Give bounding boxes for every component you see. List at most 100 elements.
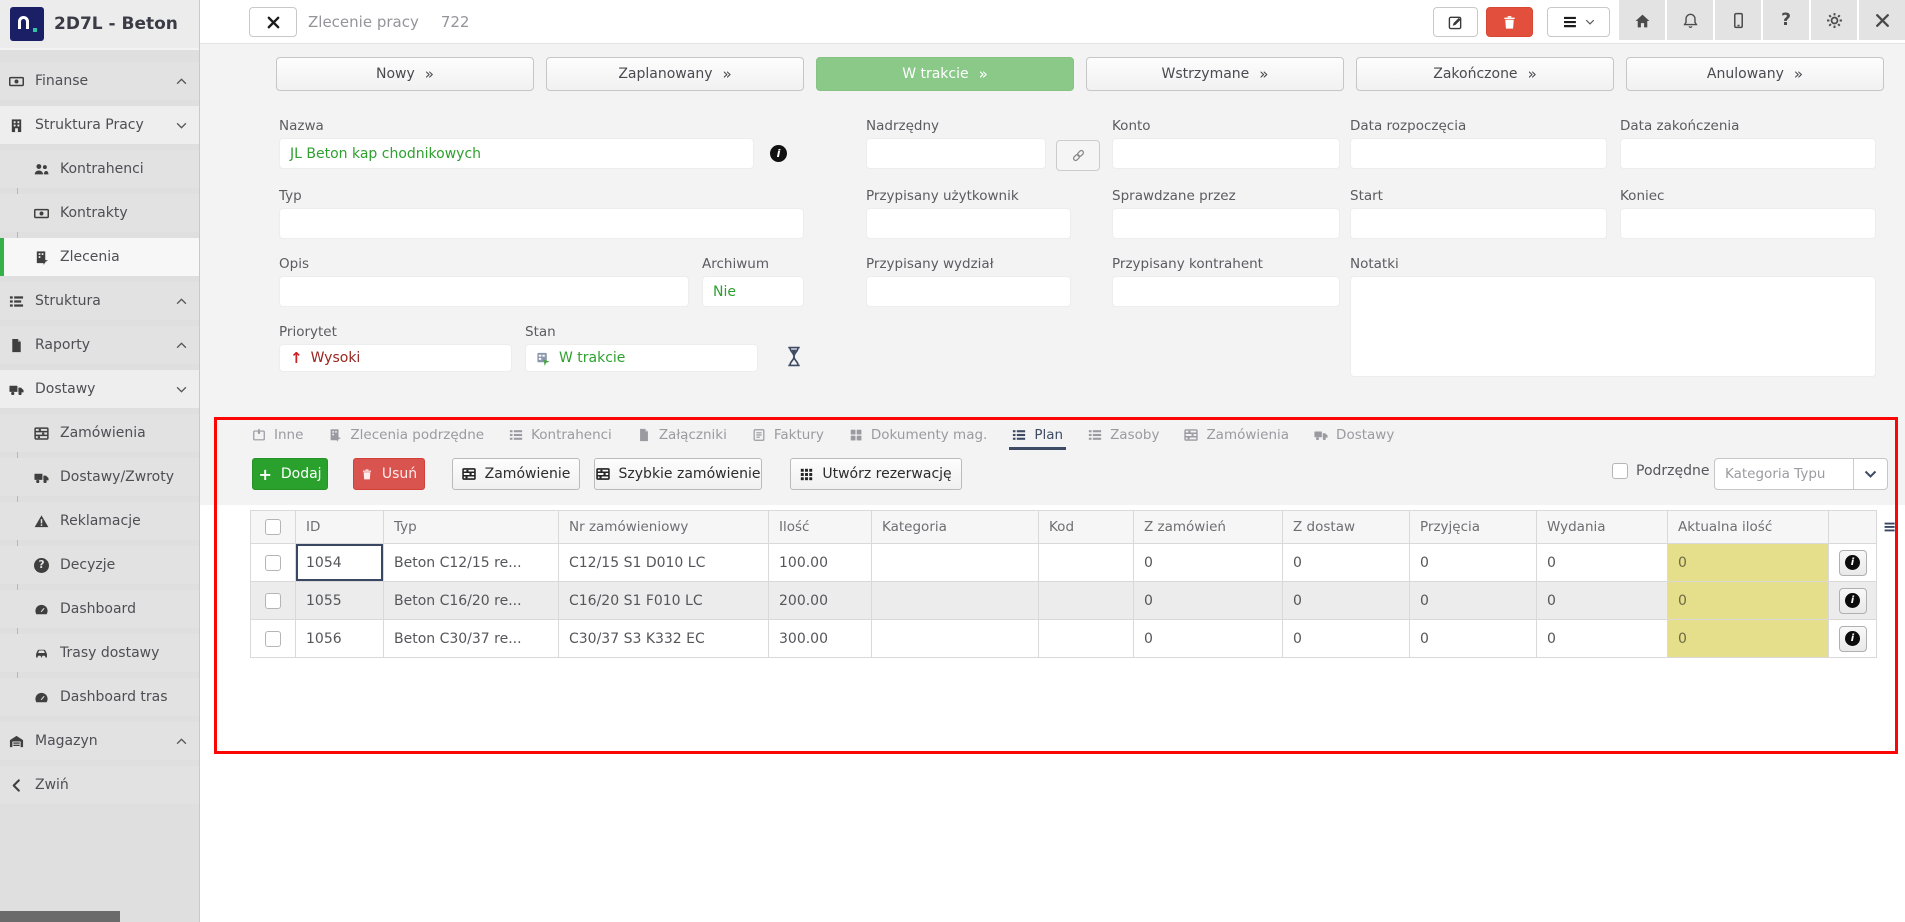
tab-zasoby[interactable]: Zasoby: [1088, 427, 1159, 443]
nadrzedny-input[interactable]: [866, 138, 1046, 169]
hourglass-icon[interactable]: [786, 346, 802, 367]
sidebar-item-struktura[interactable]: Struktura: [0, 282, 199, 320]
cell-wydania[interactable]: 0: [1537, 620, 1668, 657]
sidebar-item-kontrahenci[interactable]: Kontrahenci: [0, 150, 199, 188]
sidebar-item-raporty[interactable]: Raporty: [0, 326, 199, 364]
status-button-anulowany[interactable]: Anulowany »: [1626, 57, 1884, 91]
row-info-button[interactable]: i: [1838, 587, 1867, 614]
cell-kod[interactable]: [1039, 544, 1134, 581]
notatki-textarea[interactable]: [1350, 276, 1876, 377]
cell-z-dostaw[interactable]: 0: [1283, 582, 1410, 619]
cell-przyjecia[interactable]: 0: [1410, 620, 1537, 657]
cell-typ[interactable]: Beton C16/20 re...: [384, 582, 559, 619]
tab-zamowienia[interactable]: Zamówienia: [1184, 427, 1289, 443]
cell-z-dostaw[interactable]: 0: [1283, 544, 1410, 581]
cell-wydania[interactable]: 0: [1537, 582, 1668, 619]
row-checkbox[interactable]: [265, 554, 281, 571]
close-record-button[interactable]: [249, 7, 297, 37]
tab-dostawy[interactable]: Dostawy: [1314, 427, 1394, 443]
edit-button[interactable]: [1433, 7, 1478, 37]
tab-zalaczniki[interactable]: Załączniki: [637, 427, 727, 443]
sidebar-item-zamowienia[interactable]: Zamówienia: [0, 414, 199, 452]
sidebar-item-dashboard-tras[interactable]: Dashboard tras: [0, 678, 199, 716]
cell-aktualna-ilosc[interactable]: 0: [1668, 620, 1829, 657]
cell-ilosc[interactable]: 200.00: [769, 582, 872, 619]
data-rozpoczecia-input[interactable]: [1350, 138, 1607, 169]
create-reservation-button[interactable]: Utwórz rezerwację: [790, 458, 962, 490]
typ-input[interactable]: [279, 208, 804, 239]
sidebar-item-dostawy[interactable]: Dostawy: [0, 370, 199, 408]
tab-plan[interactable]: Plan: [1009, 427, 1066, 450]
data-zakonczenia-input[interactable]: [1620, 138, 1876, 169]
nazwa-input[interactable]: JL Beton kap chodnikowych: [279, 138, 754, 169]
select-all-checkbox[interactable]: [265, 519, 281, 535]
sidebar-item-zlecenia[interactable]: Zlecenia: [0, 238, 199, 276]
opis-input[interactable]: [279, 276, 689, 307]
podrzedne-checkbox[interactable]: [1612, 463, 1628, 479]
tab-inne[interactable]: Inne: [252, 427, 303, 443]
cell-kod[interactable]: [1039, 582, 1134, 619]
cell-aktualna-ilosc[interactable]: 0: [1668, 544, 1829, 581]
row-info-button[interactable]: i: [1838, 549, 1867, 576]
row-info-button[interactable]: i: [1838, 625, 1867, 652]
sprawdzane-przez-input[interactable]: [1112, 208, 1340, 239]
cell-z-dostaw[interactable]: 0: [1283, 620, 1410, 657]
cell-typ[interactable]: Beton C12/15 re...: [384, 544, 559, 581]
cell-id[interactable]: 1055: [296, 582, 384, 619]
konto-input[interactable]: [1112, 138, 1340, 169]
notifications-button[interactable]: [1667, 0, 1713, 40]
tab-zlecenia-podrzedne[interactable]: Zlecenia podrzędne: [328, 427, 484, 443]
cell-kategoria[interactable]: [872, 620, 1039, 657]
tab-dokumenty-mag[interactable]: Dokumenty mag.: [849, 427, 987, 443]
archiwum-input[interactable]: Nie: [702, 276, 804, 307]
cell-z-zamowien[interactable]: 0: [1134, 544, 1283, 581]
status-button-zakonczone[interactable]: Zakończone »: [1356, 57, 1614, 91]
cell-nr-zamowieniowy[interactable]: C16/20 S1 F010 LC: [559, 582, 769, 619]
row-checkbox[interactable]: [265, 592, 281, 609]
cell-typ[interactable]: Beton C30/37 re...: [384, 620, 559, 657]
start-input[interactable]: [1350, 208, 1607, 239]
przypisany-kontrahent-input[interactable]: [1112, 276, 1340, 307]
sidebar-item-trasy-dostawy[interactable]: Trasy dostawy: [0, 634, 199, 672]
priorytet-input[interactable]: ↑ Wysoki: [279, 344, 512, 372]
koniec-input[interactable]: [1620, 208, 1876, 239]
cell-nr-zamowieniowy[interactable]: C12/15 S1 D010 LC: [559, 544, 769, 581]
status-button-wstrzymane[interactable]: Wstrzymane »: [1086, 57, 1344, 91]
status-button-zaplanowany[interactable]: Zaplanowany »: [546, 57, 804, 91]
actions-menu-button[interactable]: ≡: [1547, 7, 1610, 37]
tab-kontrahenci[interactable]: Kontrahenci: [509, 427, 612, 443]
sidebar-item-magazyn[interactable]: Magazyn: [0, 722, 199, 760]
help-button[interactable]: ?: [1763, 0, 1809, 40]
cell-id[interactable]: 1056: [296, 620, 384, 657]
stan-input[interactable]: W trakcie: [525, 344, 758, 372]
przypisany-uzytkownik-input[interactable]: [866, 208, 1071, 239]
sidebar-item-struktura-pracy[interactable]: Struktura Pracy: [0, 106, 199, 144]
mobile-button[interactable]: [1715, 0, 1761, 40]
cell-wydania[interactable]: 0: [1537, 544, 1668, 581]
sidebar-item-kontrakty[interactable]: Kontrakty: [0, 194, 199, 232]
cell-ilosc[interactable]: 300.00: [769, 620, 872, 657]
cell-z-zamowien[interactable]: 0: [1134, 582, 1283, 619]
sidebar-item-dostawy-zwroty[interactable]: Dostawy/Zwroty: [0, 458, 199, 496]
cell-nr-zamowieniowy[interactable]: C30/37 S3 K332 EC: [559, 620, 769, 657]
cell-przyjecia[interactable]: 0: [1410, 582, 1537, 619]
cell-kategoria[interactable]: [872, 544, 1039, 581]
cell-kod[interactable]: [1039, 620, 1134, 657]
tab-faktury[interactable]: Faktury: [752, 427, 824, 443]
home-button[interactable]: [1619, 0, 1665, 40]
cell-kategoria[interactable]: [872, 582, 1039, 619]
table-column-menu-icon[interactable]: ≡: [1883, 517, 1897, 536]
cell-z-zamowien[interactable]: 0: [1134, 620, 1283, 657]
status-button-w-trakcie[interactable]: W trakcie »: [816, 57, 1074, 91]
cell-id[interactable]: 1054: [296, 544, 384, 581]
sidebar-item-dashboard[interactable]: Dashboard: [0, 590, 199, 628]
settings-button[interactable]: [1811, 0, 1857, 40]
sidebar-item-zwin[interactable]: Zwiń: [0, 766, 199, 804]
status-button-nowy[interactable]: Nowy »: [276, 57, 534, 91]
close-app-button[interactable]: [1859, 0, 1905, 40]
link-button[interactable]: [1056, 140, 1100, 171]
row-checkbox[interactable]: [265, 630, 281, 647]
kategoria-typu-select[interactable]: Kategoria Typu: [1714, 458, 1888, 490]
remove-button[interactable]: Usuń: [353, 458, 425, 490]
cell-aktualna-ilosc[interactable]: 0: [1668, 582, 1829, 619]
